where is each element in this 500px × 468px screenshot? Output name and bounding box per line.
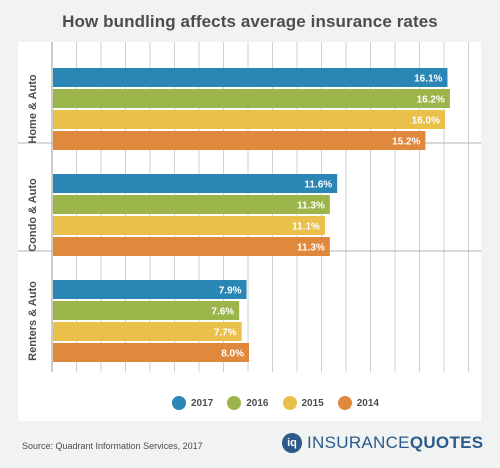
category-label: Home & Auto	[27, 74, 39, 144]
plot-frame: Home & Auto 16.1% 16.2% 16.0% 15.2% Condo & A…	[18, 42, 481, 421]
bar-2016	[53, 301, 240, 320]
bar-2015	[53, 216, 325, 235]
data-label: 8.0%	[221, 349, 244, 360]
chart-title: How bundling affects average insurance r…	[62, 12, 438, 31]
bar-2014	[53, 237, 330, 256]
bar-2015	[53, 322, 242, 341]
legend: 2017 2016 2015 2014	[172, 395, 379, 411]
bar-2014	[53, 343, 249, 362]
bar-2014	[53, 131, 426, 150]
legend-item-2016: 2016	[227, 396, 269, 410]
legend-swatch-2016	[227, 396, 242, 410]
legend-swatch-2015	[282, 396, 297, 410]
category-label: Condo & Auto	[27, 178, 39, 252]
data-label: 11.3%	[297, 201, 325, 212]
data-label: 16.1%	[414, 74, 442, 85]
legend-item-2015: 2015	[282, 396, 324, 410]
legend-label-2014: 2014	[356, 397, 379, 409]
brand-logo: iq INSURANCEQUOTES	[282, 433, 483, 453]
data-label: 7.7%	[214, 328, 237, 339]
source-note: Source: Quadrant Information Services, 2…	[22, 441, 203, 451]
bar-2016	[53, 89, 450, 108]
legend-label-2017: 2017	[191, 397, 214, 409]
data-label: 11.3%	[297, 243, 325, 254]
legend-label-2015: 2015	[301, 397, 324, 409]
bar-2016	[53, 195, 330, 214]
brand-wordmark-insurance: INSURANCE	[307, 433, 410, 452]
legend-swatch-2017	[172, 396, 186, 410]
bar-2017	[53, 280, 247, 299]
brand-wordmark: INSURANCEQUOTES	[307, 433, 483, 453]
data-label: 7.6%	[211, 307, 234, 318]
legend-label-2016: 2016	[246, 397, 269, 409]
legend-item-2014: 2014	[337, 396, 379, 410]
bar-2017	[53, 68, 448, 87]
data-label: 7.9%	[219, 286, 242, 297]
bar-2017	[53, 174, 338, 193]
data-label: 15.2%	[392, 137, 420, 148]
legend-swatch-2014	[337, 396, 352, 410]
category-label: Renters & Auto	[27, 281, 39, 361]
data-label: 16.2%	[417, 95, 445, 106]
brand-mark-icon: iq	[282, 433, 302, 453]
bar-2015	[53, 110, 445, 129]
bar-chart: Home & Auto 16.1% 16.2% 16.0% 15.2% Condo & A…	[18, 42, 481, 372]
data-label: 11.6%	[304, 180, 332, 191]
data-label: 11.1%	[292, 222, 320, 233]
brand-wordmark-quotes: QUOTES	[409, 433, 484, 452]
data-label: 16.0%	[412, 116, 440, 127]
legend-item-2017: 2017	[172, 396, 213, 410]
